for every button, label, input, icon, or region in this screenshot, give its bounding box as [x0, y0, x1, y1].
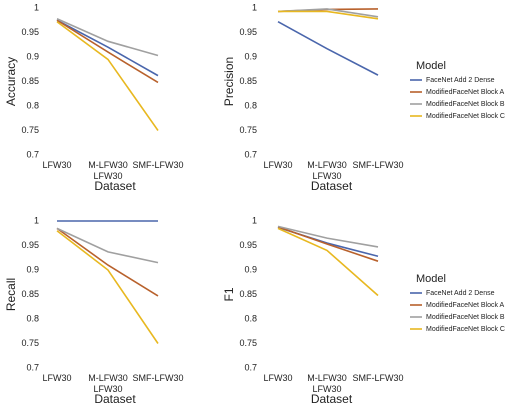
legend-label: ModifiedFaceNet Block B: [426, 101, 505, 108]
y-tick-label: 0.75: [21, 338, 39, 348]
y-axis-title: Accuracy: [4, 57, 18, 106]
legend-title: Model: [416, 273, 446, 285]
series-line: [56, 19, 159, 77]
y-tick-label: 0.7: [244, 362, 257, 372]
y-tick-label: 1: [252, 215, 257, 225]
legend-label: ModifiedFaceNet Block C: [426, 113, 505, 120]
x-tick-label: M-LFW30 LFW30: [307, 160, 347, 181]
x-tick-label: SMF-LFW30: [132, 373, 184, 383]
y-tick-label: 0.7: [26, 149, 39, 159]
x-tick-label: SMF-LFW30: [132, 160, 184, 170]
legend-label: FaceNet Add 2 Dense: [426, 290, 495, 297]
legend-label: ModifiedFaceNet Block B: [426, 314, 505, 321]
y-tick-label: 1: [252, 2, 257, 12]
x-axis-title: Dataset: [311, 179, 353, 193]
series-line: [277, 8, 379, 18]
y-tick-label: 0.9: [26, 51, 39, 61]
y-tick-label: 0.9: [244, 264, 257, 274]
y-tick-label: 1: [34, 215, 39, 225]
x-axis-title: Dataset: [311, 392, 353, 406]
y-tick-label: 0.95: [21, 27, 39, 37]
y-tick-label: 0.8: [244, 313, 257, 323]
x-axis-title: Dataset: [94, 392, 136, 406]
y-tick-label: 0.8: [26, 313, 39, 323]
y-tick-label: 0.85: [21, 76, 39, 86]
series-line: [56, 18, 159, 57]
legend-label: FaceNet Add 2 Dense: [426, 77, 495, 84]
x-tick-label: SMF-LFW30: [352, 373, 404, 383]
y-tick-label: 0.75: [239, 125, 257, 135]
x-tick-label: LFW30: [263, 160, 293, 170]
y-tick-label: 0.8: [26, 100, 39, 110]
y-tick-label: 0.95: [239, 240, 257, 250]
y-tick-label: 0.7: [244, 149, 257, 159]
series-line: [56, 227, 159, 264]
x-tick-label: M-LFW30 LFW30: [307, 373, 347, 394]
legend-label: ModifiedFaceNet Block A: [426, 302, 505, 309]
y-tick-label: 0.9: [26, 264, 39, 274]
y-axis-title: Precision: [222, 57, 236, 106]
y-tick-label: 0.95: [239, 27, 257, 37]
y-tick-label: 0.7: [26, 362, 39, 372]
legend-title: Model: [416, 60, 446, 72]
series-line: [56, 230, 159, 344]
x-tick-label: SMF-LFW30: [352, 160, 404, 170]
series-line: [277, 227, 379, 297]
y-tick-label: 0.85: [21, 289, 39, 299]
y-tick-label: 0.85: [239, 76, 257, 86]
y-axis-title: Recall: [4, 278, 18, 311]
x-tick-label: LFW30: [263, 373, 293, 383]
series-line: [56, 227, 159, 297]
legend-label: ModifiedFaceNet Block C: [426, 326, 505, 333]
y-tick-label: 0.75: [21, 125, 39, 135]
x-axis-title: Dataset: [94, 179, 136, 193]
series-line: [278, 10, 379, 20]
legend-label: ModifiedFaceNet Block A: [426, 89, 505, 96]
series-line: [56, 21, 159, 131]
y-tick-label: 0.8: [244, 100, 257, 110]
x-tick-label: M-LFW30 LFW30: [88, 160, 128, 181]
x-tick-label: M-LFW30 LFW30: [88, 373, 128, 394]
x-tick-label: LFW30: [42, 160, 72, 170]
x-tick-label: LFW30: [42, 373, 72, 383]
y-axis-title: F1: [222, 287, 236, 301]
y-tick-label: 0.9: [244, 51, 257, 61]
y-tick-label: 0.75: [239, 338, 257, 348]
series-line: [277, 21, 379, 76]
y-tick-label: 0.95: [21, 240, 39, 250]
series-line: [277, 225, 379, 248]
y-tick-label: 0.85: [239, 289, 257, 299]
series-line: [56, 19, 159, 84]
y-tick-label: 1: [34, 2, 39, 12]
series-line: [277, 226, 379, 262]
